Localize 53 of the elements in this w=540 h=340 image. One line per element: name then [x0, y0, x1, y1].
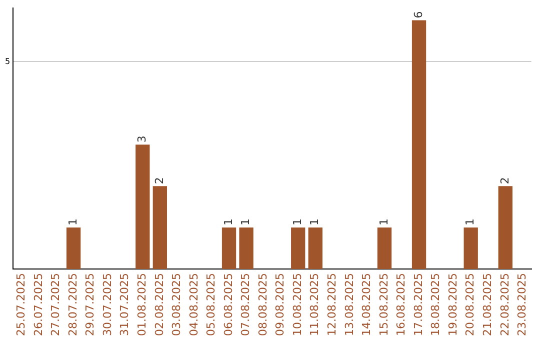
x-tick-label: 21.08.2025	[480, 273, 494, 336]
x-tick-label: 15.08.2025	[377, 273, 390, 336]
data-label: 1	[377, 218, 390, 226]
x-tick-label: 17.08.2025	[412, 273, 425, 336]
data-label: 2	[152, 177, 166, 184]
x-tick-label: 06.08.2025	[222, 273, 235, 336]
x-tick-label: 27.07.2025	[49, 273, 62, 336]
data-label: 1	[66, 218, 80, 226]
bar	[308, 228, 322, 270]
x-tick-label: 07.08.2025	[239, 273, 252, 336]
x-tick-label: 30.07.2025	[100, 273, 114, 336]
x-tick-label: 03.08.2025	[170, 273, 184, 336]
x-tick-label: 22.08.2025	[498, 273, 512, 336]
x-tick-label: 05.08.2025	[204, 273, 218, 336]
x-tick-label: 20.08.2025	[464, 273, 477, 336]
bar	[498, 186, 512, 270]
data-label: 6	[412, 11, 425, 18]
data-label: 1	[239, 218, 252, 226]
data-label: 1	[464, 218, 477, 226]
bar	[239, 228, 254, 270]
x-tick-label: 18.08.2025	[429, 273, 442, 336]
x-tick-label: 04.08.2025	[187, 273, 200, 336]
bar	[66, 228, 81, 270]
x-tick-label: 09.08.2025	[274, 273, 287, 336]
data-label: 1	[222, 218, 235, 226]
bar	[464, 228, 478, 270]
x-tick-label: 19.08.2025	[446, 273, 460, 336]
x-tick-label: 31.07.2025	[118, 273, 132, 336]
x-tick-label: 25.07.2025	[14, 273, 28, 336]
x-tick-label: 12.08.2025	[326, 273, 339, 336]
y-tick-label: 5	[4, 56, 10, 66]
x-tick-label: 29.07.2025	[84, 273, 97, 336]
x-tick-label: 02.08.2025	[152, 273, 166, 336]
x-tick-label: 01.08.2025	[136, 273, 149, 336]
x-tick-label: 28.07.2025	[66, 273, 80, 336]
bar	[291, 228, 306, 270]
bar	[136, 144, 150, 270]
x-tick-label: 11.08.2025	[308, 273, 322, 336]
x-tick-label: 23.08.2025	[516, 273, 529, 336]
x-tick-label: 26.07.2025	[32, 273, 45, 336]
x-tick-label: 14.08.2025	[360, 273, 374, 336]
data-label: 1	[290, 218, 304, 226]
bar	[377, 228, 392, 270]
x-tick-label: 08.08.2025	[256, 273, 270, 336]
data-label: 2	[498, 177, 512, 184]
data-label: 3	[136, 136, 149, 143]
data-label: 1	[308, 218, 322, 226]
x-tick-label: 16.08.2025	[394, 273, 408, 336]
x-tick-label: 13.08.2025	[342, 273, 356, 336]
bar	[412, 20, 426, 270]
bar	[222, 228, 236, 270]
bar	[152, 186, 167, 270]
x-tick-label: 10.08.2025	[290, 273, 304, 336]
